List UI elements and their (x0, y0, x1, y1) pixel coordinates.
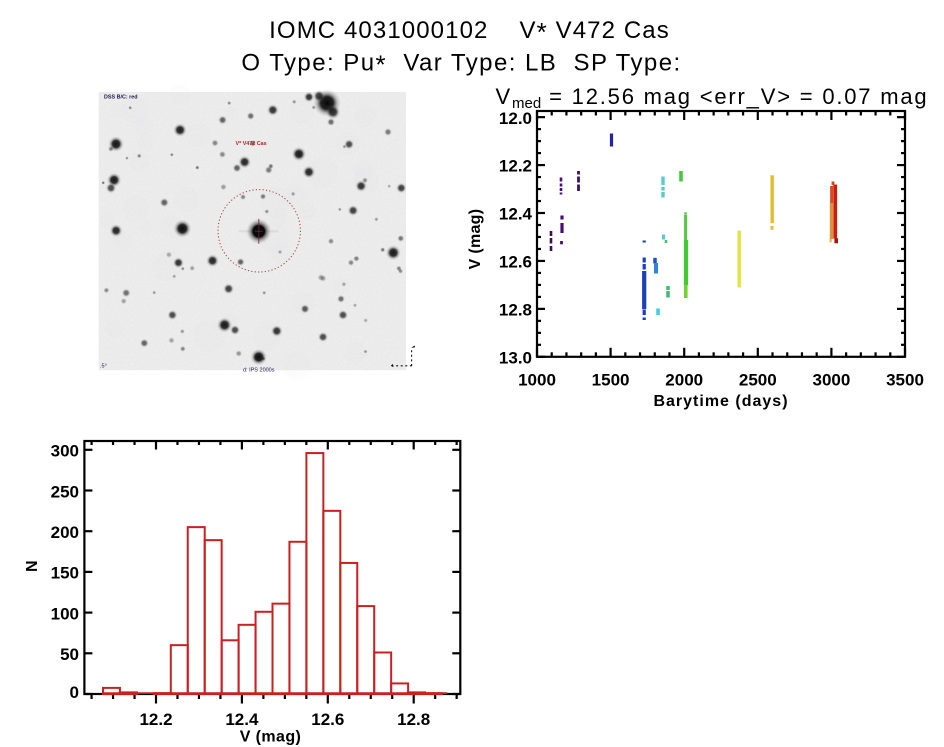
svg-text:200: 200 (51, 523, 79, 542)
svg-text:0: 0 (70, 683, 79, 702)
svg-text:DSS B/C: red: DSS B/C: red (104, 95, 138, 101)
svg-text:V (mag): V (mag) (240, 729, 301, 746)
svg-text:3000: 3000 (812, 370, 850, 389)
svg-text:12.4: 12.4 (225, 710, 259, 729)
svg-text:250: 250 (51, 482, 79, 501)
svg-text:2500: 2500 (739, 370, 777, 389)
svg-text:Vmed = 12.56 mag <err_V> = 0.0: Vmed = 12.56 mag <err_V> = 0.07 mag (496, 84, 929, 112)
svg-text:3500: 3500 (886, 370, 924, 389)
svg-text:100: 100 (51, 604, 79, 623)
svg-text:.5°: .5° (100, 364, 107, 370)
svg-text:150: 150 (51, 564, 79, 583)
svg-text:12.8: 12.8 (397, 710, 430, 729)
svg-text:Barytime (days): Barytime (days) (653, 393, 788, 410)
svg-text:V* V472 Cas: V* V472 Cas (236, 141, 267, 147)
svg-text:300: 300 (51, 442, 79, 461)
svg-text:O Type: Pu* Var Type: LB SP: O Type: Pu* Var Type: LB SP Type: (241, 50, 681, 80)
svg-text:1000: 1000 (518, 370, 556, 389)
svg-text:IOMC 4031000102 V* V472 Cas: IOMC 4031000102 V* V472 Cas (269, 17, 670, 47)
svg-text:12.0: 12.0 (499, 109, 532, 128)
svg-text:V (mag): V (mag) (467, 209, 484, 270)
svg-text:13.0: 13.0 (499, 348, 532, 367)
svg-text:12.4: 12.4 (499, 205, 533, 224)
svg-text:1500: 1500 (592, 370, 630, 389)
svg-text:12.6: 12.6 (499, 253, 532, 272)
svg-text:50: 50 (60, 645, 79, 664)
svg-text:12.8: 12.8 (499, 301, 532, 320)
svg-text:d: IPS 2000s: d: IPS 2000s (243, 368, 275, 374)
svg-text:12.2: 12.2 (499, 157, 532, 176)
svg-text:2000: 2000 (665, 370, 703, 389)
svg-text:12.2: 12.2 (139, 710, 172, 729)
svg-text:12.6: 12.6 (311, 710, 344, 729)
svg-text:N: N (24, 560, 41, 572)
